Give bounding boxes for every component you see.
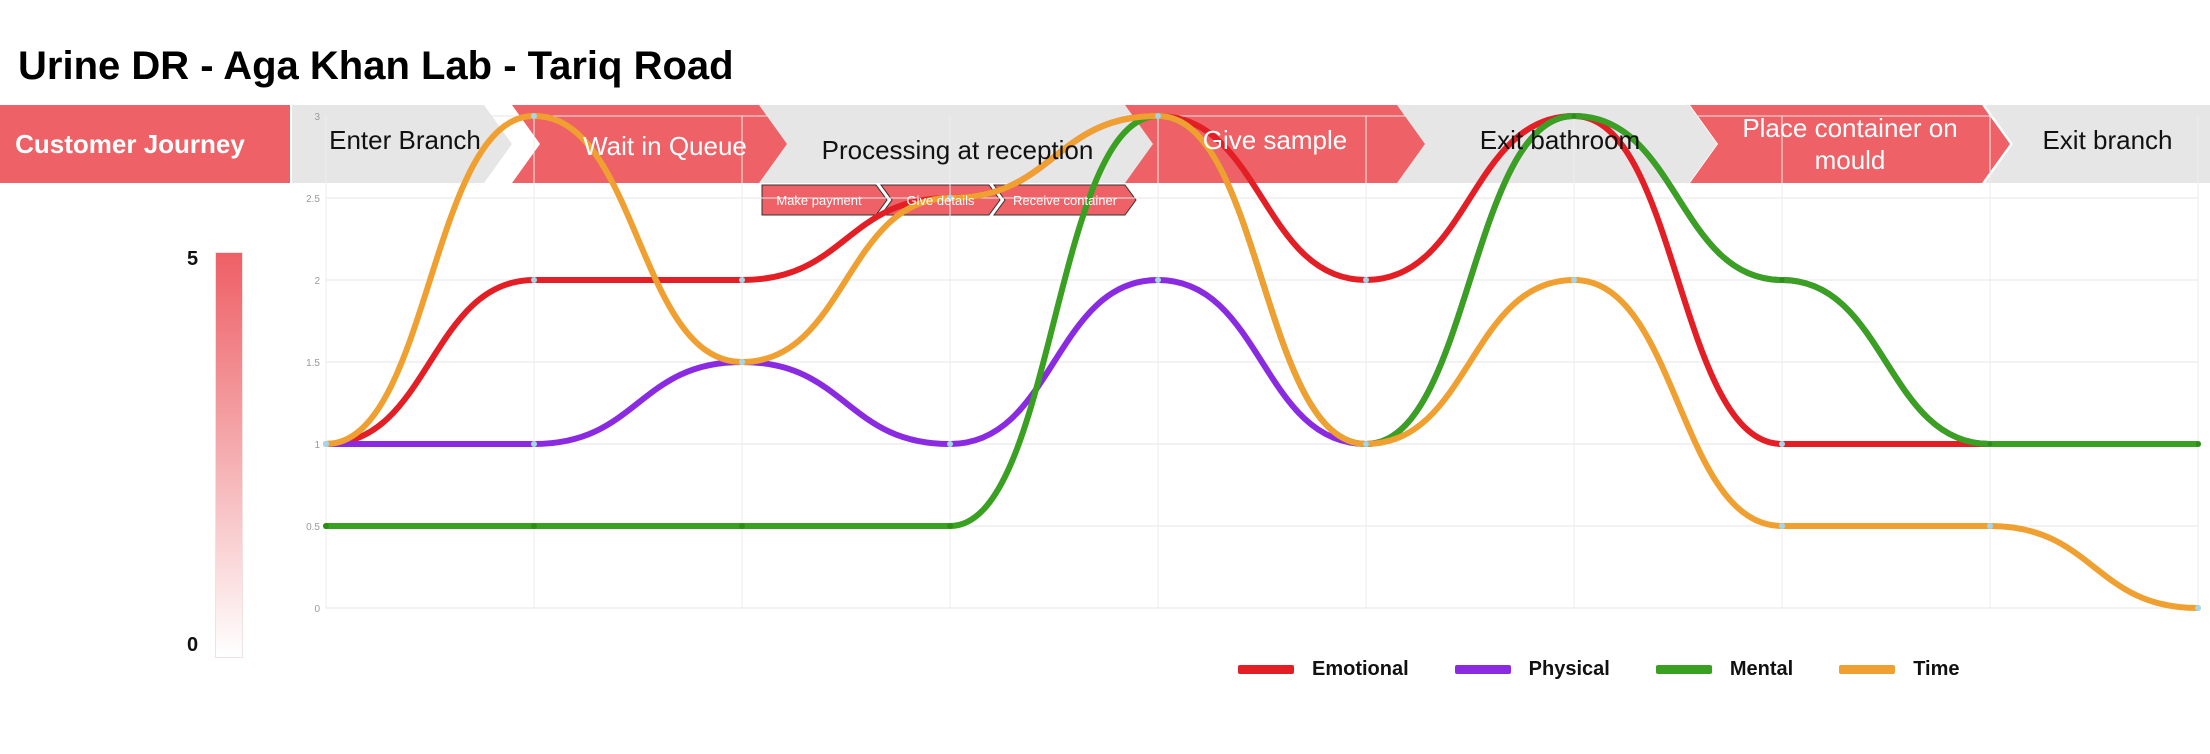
legend-label: Physical — [1528, 658, 1610, 680]
data-point-emotional — [1363, 277, 1369, 283]
data-point-mental — [1779, 277, 1785, 283]
journey-stage-label: Processing at reception — [821, 134, 1094, 165]
data-point-time — [1571, 277, 1577, 283]
y-tick-label: 2 — [314, 276, 320, 287]
journey-header-block — [0, 105, 290, 183]
journey-stage-shape — [512, 105, 787, 183]
journey-header-label: Customer Journey — [15, 128, 245, 159]
legend-item-physical: Physical — [1454, 658, 1610, 681]
legend-item-emotional: Emotional — [1238, 658, 1409, 681]
scale-max-label: 5 — [187, 248, 199, 270]
y-tick-label: 1.5 — [306, 358, 320, 369]
data-point-time — [1987, 523, 1993, 529]
data-point-emotional — [531, 277, 537, 283]
legend-swatch — [1238, 665, 1294, 674]
substep-shape — [761, 184, 888, 216]
journey-stage-label: Exit bathroom — [1479, 124, 1641, 155]
data-point-mental — [947, 523, 953, 529]
legend-label: Emotional — [1312, 658, 1409, 680]
legend-label: Time — [1913, 658, 1960, 680]
data-point-mental — [2195, 441, 2201, 447]
page-title: Urine DR - Aga Khan Lab - Tariq Road — [18, 44, 734, 88]
substep-label: Give details — [906, 192, 975, 208]
journey-stage-label: Place container on mould — [1742, 112, 1958, 176]
data-point-time — [1363, 441, 1369, 447]
substep-label: Make payment — [776, 192, 862, 208]
y-tick-label: 2.5 — [306, 194, 320, 205]
y-tick-labels: 0 0.5 1 1.5 2 2.5 3 — [306, 112, 320, 615]
data-point-physical — [531, 441, 537, 447]
data-point-mental — [739, 523, 745, 529]
score-scale-bar — [215, 252, 243, 658]
data-point-mental — [531, 523, 537, 529]
series-line-time — [323, 112, 2201, 611]
journey-stage-shape — [758, 105, 1155, 183]
data-point-mental — [323, 523, 329, 529]
journey-stage-shape — [292, 105, 512, 183]
legend-swatch — [1839, 665, 1896, 674]
journey-stage-shapes — [0, 105, 2210, 183]
series-lines — [323, 112, 2201, 611]
data-point-time — [2195, 605, 2201, 611]
journey-stage-label: Enter Branch — [329, 124, 481, 155]
series-points — [323, 113, 2201, 611]
data-point-time — [531, 113, 537, 119]
scale-min-label: 0 — [187, 634, 199, 656]
data-point-emotional — [739, 277, 745, 283]
journey-stage-shape — [1690, 105, 2010, 183]
data-point-physical — [1155, 277, 1161, 283]
y-tick-label: 1 — [314, 440, 320, 451]
data-point-emotional — [1779, 441, 1785, 447]
data-point-mental — [1571, 113, 1577, 119]
legend-item-mental: Mental — [1655, 658, 1794, 681]
series-line-emotional — [323, 112, 2201, 448]
legend-swatch — [1454, 665, 1511, 674]
y-tick-label: 0.5 — [306, 522, 320, 533]
data-point-physical — [947, 441, 953, 447]
journey-stage-label: Wait in Queue — [583, 130, 747, 161]
data-point-time — [323, 441, 329, 447]
substep-shape — [993, 184, 1137, 216]
journey-stage-label: Exit branch — [2042, 124, 2173, 155]
y-tick-label: 3 — [314, 112, 320, 123]
data-point-time — [1155, 113, 1161, 119]
substep-label: Receive container — [1012, 192, 1118, 208]
legend-swatch — [1655, 665, 1712, 674]
data-point-time — [1779, 523, 1785, 529]
legend-label: Mental — [1729, 658, 1794, 680]
legend-item-time: Time — [1839, 658, 1960, 681]
journey-stage-label: Give sample — [1202, 124, 1348, 155]
data-point-time — [739, 359, 745, 365]
data-point-mental — [1987, 441, 1993, 447]
chart-legend: Emotional Physical Mental Time — [1238, 658, 2006, 681]
journey-stage-shape — [1985, 105, 2210, 183]
y-tick-label: 0 — [314, 604, 320, 615]
data-point-time — [947, 195, 953, 201]
